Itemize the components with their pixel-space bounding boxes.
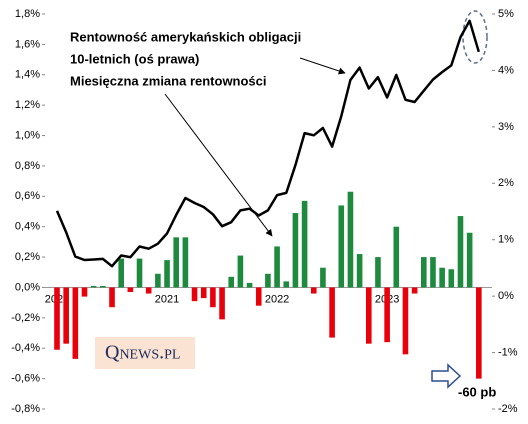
y2-tick-label: -1% [498,346,518,358]
bar [466,232,473,288]
x-tick-label: 2021 [155,293,179,305]
annotation: -60 pb [458,384,496,399]
y-tick-label: -0,6% [11,373,40,385]
y-tick-label: -0,2% [11,312,40,324]
bar [54,287,60,350]
logo-box [95,337,195,369]
y-tick-label: 0,4% [15,221,40,233]
bar [63,287,69,344]
highlight [462,10,488,64]
bar [411,287,418,294]
annotation: Rentowność amerykańskich obligacji [70,29,301,44]
bar [384,287,390,343]
bar [375,257,381,288]
logo: Qnews.pl [105,342,180,364]
bar [430,257,436,288]
y-tick-label: 1,8% [15,8,40,20]
bar [118,258,124,288]
bar [109,287,115,308]
bar [448,269,455,288]
bar [210,287,216,308]
bar [182,237,189,288]
arrow [299,57,346,75]
bar [200,287,207,299]
bar [255,287,262,306]
bar [219,287,225,320]
bar [136,258,143,288]
bar [173,237,180,288]
bar [164,260,170,288]
bar [365,287,372,344]
line [55,19,480,268]
bar [292,213,299,288]
y-tick-label: 1,2% [15,99,40,111]
y2-tick-label: 5% [498,8,514,20]
y-tick-label: -0,4% [11,342,40,354]
bar [338,205,345,288]
bar [274,246,280,288]
bar [402,287,409,355]
bar [145,287,152,294]
bar [393,226,400,288]
bar [155,273,161,288]
x-tick-label: 2022 [265,293,289,305]
y2-tick-label: -2% [498,403,518,415]
bar [439,267,445,288]
bar [476,287,482,379]
bar [457,216,464,288]
bar [301,200,308,288]
bar [228,276,235,288]
y-tick-label: 1,0% [15,129,40,141]
bar [265,273,271,288]
y2-tick-label: 3% [498,121,514,133]
bar [320,267,326,288]
y-tick-label: 0,8% [15,160,40,172]
y2-tick-label: 0% [498,290,514,302]
y2-tick-label: 4% [498,64,514,76]
bar [237,255,244,288]
y-tick-label: 0,0% [15,281,40,293]
bar [100,285,106,288]
y-tick-label: 1,4% [15,69,40,81]
y-tick-label: -0,8% [11,403,40,415]
bar [356,254,363,288]
bar [90,285,97,288]
y-tick-label: 1,6% [15,38,40,50]
bar [329,287,335,338]
bar [347,191,354,288]
bar [310,287,317,294]
annotation: 10-letnich (oś prawa) [70,51,199,66]
bar [246,282,253,288]
bar [81,287,88,297]
y2-tick-label: 2% [498,177,514,189]
y-tick-label: 0,6% [15,190,40,202]
annotation: Miesięczna zmiana rentowności [70,73,267,88]
bar [283,281,290,288]
bar [127,287,134,293]
bar [421,257,427,288]
bar [191,287,198,302]
y2-tick-label: 1% [498,234,514,246]
y-tick-label: 0,2% [15,251,40,263]
bar [72,287,79,359]
arrow-icon [431,363,462,389]
